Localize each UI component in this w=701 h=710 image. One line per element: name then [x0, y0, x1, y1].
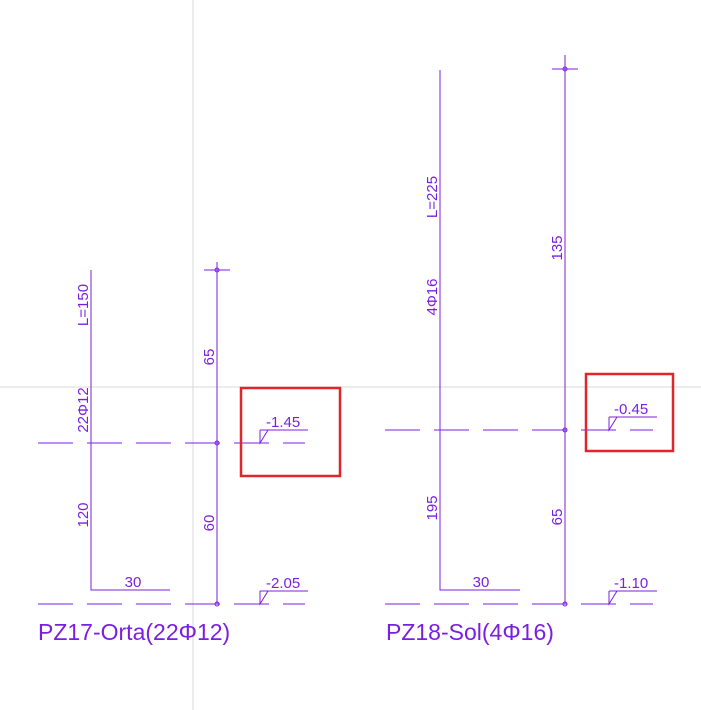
hook-label: 30 [125, 574, 142, 591]
count-label: 22Φ12 [75, 387, 92, 432]
count-label: 4Φ16 [424, 279, 441, 316]
lower-label: 195 [424, 495, 441, 520]
upper-dim: 65 [201, 349, 218, 366]
level-mark [259, 429, 269, 445]
base-level-label: -1.10 [614, 575, 648, 592]
lower-dim: 65 [549, 509, 566, 526]
detail: L=150 22Φ12 120 30 65 60 -1.45 -2.05 PZ1… [38, 262, 342, 645]
detail-title: PZ17-Orta(22Φ12) [38, 619, 230, 645]
level-mark [608, 416, 618, 432]
lower-label: 120 [75, 502, 92, 527]
level-mark [608, 590, 618, 606]
hook-label: 30 [473, 574, 490, 591]
node [214, 267, 220, 273]
level-mark [259, 590, 269, 606]
highlight [239, 386, 342, 478]
length-label: L=150 [75, 284, 92, 326]
base-level-label: -2.05 [266, 575, 300, 592]
lower-dim: 60 [201, 515, 218, 532]
rebar [439, 70, 520, 591]
upper-dim: 135 [549, 235, 566, 260]
level-label: -0.45 [614, 401, 648, 418]
node [562, 66, 568, 72]
length-label: L=225 [424, 176, 441, 218]
node [562, 427, 568, 433]
detail: L=225 4Φ16 195 30 135 65 -0.45 -1.10 PZ1… [385, 55, 675, 645]
node [214, 601, 220, 607]
node [214, 440, 220, 446]
node [562, 601, 568, 607]
highlight [584, 372, 675, 453]
rebar [90, 270, 170, 591]
level-label: -1.45 [266, 414, 300, 431]
detail-title: PZ18-Sol(4Φ16) [386, 619, 554, 645]
